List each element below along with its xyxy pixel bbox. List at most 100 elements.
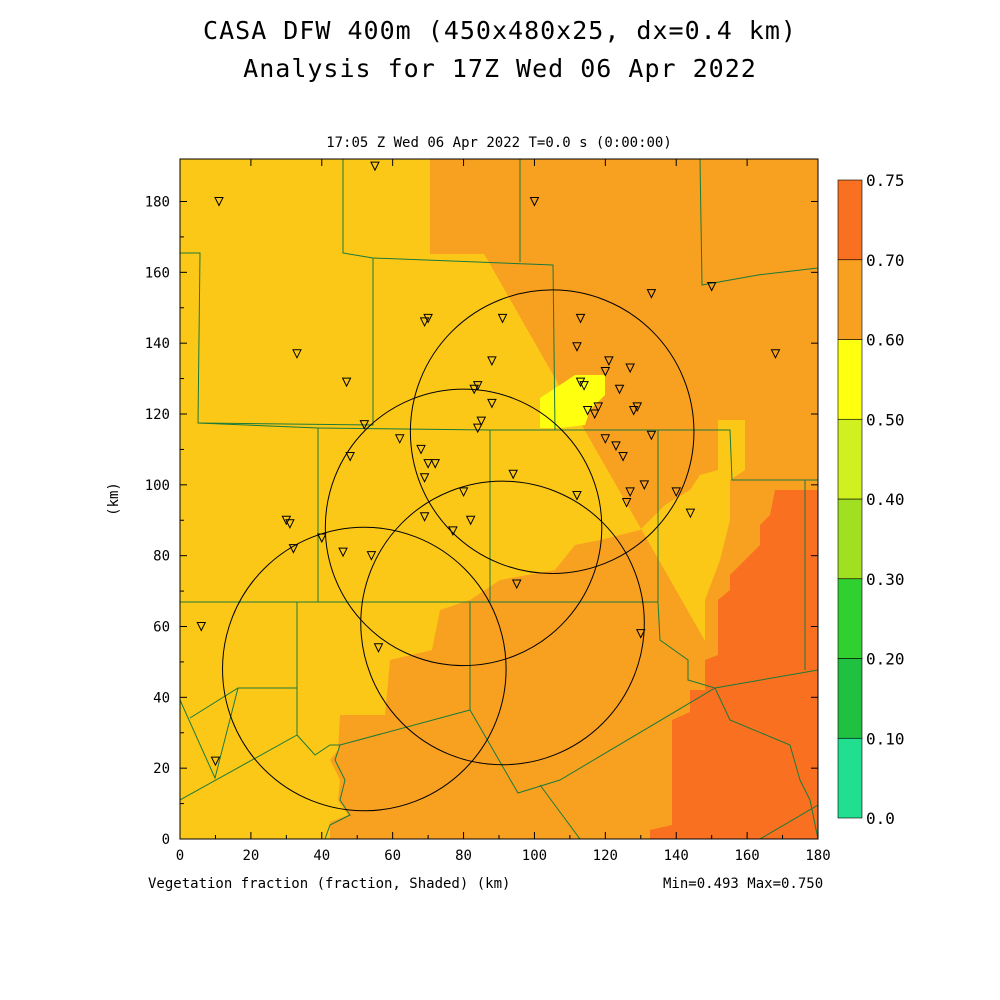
station-marker — [579, 381, 589, 391]
colorbar-segment — [837, 498, 863, 580]
colorbar-label: 0.10 — [866, 729, 905, 748]
x-tick-label: 100 — [522, 848, 547, 864]
colorbar: 0.0 0.10 0.20 0.30 0.40 0.50 0.60 0.70 0.75 — [837, 171, 905, 828]
x-tick-label: 0 — [176, 848, 184, 864]
station-marker — [575, 313, 586, 324]
y-tick-label: 180 — [145, 195, 170, 211]
colorbar-label: 0.70 — [866, 251, 905, 270]
station-marker — [292, 349, 302, 359]
colorbar-label: 0.60 — [866, 331, 905, 350]
station-marker — [316, 533, 327, 544]
field-label: Vegetation fraction (fraction, Shaded) (… — [148, 876, 511, 892]
station-marker — [646, 289, 657, 299]
station-marker — [345, 452, 355, 462]
y-axis-label: (km) — [106, 482, 122, 516]
y-tick-label: 80 — [153, 549, 170, 565]
station-marker — [458, 487, 469, 498]
x-tick-label: 60 — [384, 848, 401, 864]
x-tick-label: 20 — [242, 848, 259, 864]
station-marker — [604, 356, 614, 366]
station-marker — [635, 629, 646, 639]
station-marker — [472, 423, 483, 434]
station-marker — [572, 342, 582, 352]
x-tick-label: 80 — [455, 848, 472, 864]
station-marker — [646, 430, 657, 441]
station-marker — [338, 547, 348, 558]
colorbar-label: 0.40 — [866, 490, 905, 509]
station-marker — [214, 197, 224, 207]
station-marker — [529, 197, 540, 207]
station-marker — [614, 384, 625, 395]
station-marker — [448, 526, 458, 536]
station-marker — [419, 317, 430, 328]
station-marker — [196, 622, 207, 632]
station-marker — [210, 756, 221, 767]
station-marker — [430, 459, 441, 469]
colorbar-segment — [837, 737, 863, 819]
region-high — [650, 490, 818, 839]
range-ring — [222, 526, 507, 812]
range-ring — [360, 480, 645, 766]
station-marker — [508, 469, 518, 480]
station-marker — [572, 490, 582, 501]
shaded-field — [180, 159, 818, 839]
station-marker — [416, 444, 426, 455]
station-markers — [196, 161, 781, 767]
y-tick-label: 100 — [145, 478, 170, 494]
station-marker — [419, 473, 430, 483]
station-marker — [288, 544, 299, 554]
y-tick-label: 160 — [145, 265, 170, 281]
station-marker — [639, 480, 650, 490]
x-tick-label: 180 — [805, 848, 830, 864]
station-marker — [770, 349, 781, 359]
y-tick-label: 40 — [153, 690, 170, 706]
colorbar-label: 0.0 — [866, 809, 895, 828]
station-marker — [366, 551, 377, 561]
station-marker — [370, 161, 380, 172]
station-marker — [373, 643, 384, 653]
range-ring — [324, 388, 603, 667]
station-marker — [625, 363, 635, 374]
colorbar-segment — [837, 339, 863, 420]
x-tick-label: 120 — [593, 848, 618, 864]
station-marker — [589, 409, 600, 420]
colorbar-label: 0.75 — [866, 171, 905, 190]
station-marker — [359, 420, 370, 430]
axes: 0 20 40 60 80 100 120 140 160 180 0 20 40 60 80 100 120 1… — [145, 159, 831, 864]
station-marker — [497, 313, 508, 324]
station-marker — [285, 519, 295, 529]
x-tick-label: 160 — [734, 848, 759, 864]
station-marker — [706, 282, 717, 292]
station-marker — [511, 579, 522, 590]
station-marker — [618, 452, 628, 462]
y-tick-label: 0 — [162, 832, 170, 848]
colorbar-label: 0.30 — [866, 570, 905, 589]
station-marker — [625, 487, 635, 498]
station-marker — [593, 402, 604, 413]
y-tick-label: 60 — [153, 620, 170, 636]
station-marker — [582, 405, 593, 416]
station-marker — [600, 434, 611, 444]
time-label: 17:05 Z Wed 06 Apr 2022 T=0.0 s (0:00:00… — [326, 135, 672, 151]
x-tick-label: 140 — [664, 848, 689, 864]
range-rings — [222, 289, 695, 812]
colorbar-label: 0.50 — [866, 410, 905, 429]
station-marker — [487, 398, 497, 409]
colorbar-segment — [837, 418, 863, 500]
region-mid-top — [430, 159, 818, 254]
county-boundaries — [180, 159, 818, 839]
station-marker — [621, 498, 632, 508]
x-tick-label: 40 — [313, 848, 330, 864]
station-marker — [476, 416, 487, 427]
station-marker — [465, 515, 476, 526]
station-marker — [632, 402, 643, 413]
min-max-label: Min=0.493 Max=0.750 — [663, 876, 824, 892]
colorbar-segment — [837, 658, 863, 739]
colorbar-label: 0.20 — [866, 650, 905, 669]
y-tick-label: 20 — [153, 761, 170, 777]
station-marker — [600, 367, 611, 377]
region-low — [540, 375, 605, 428]
station-marker — [611, 441, 621, 451]
y-tick-label: 140 — [145, 336, 170, 352]
